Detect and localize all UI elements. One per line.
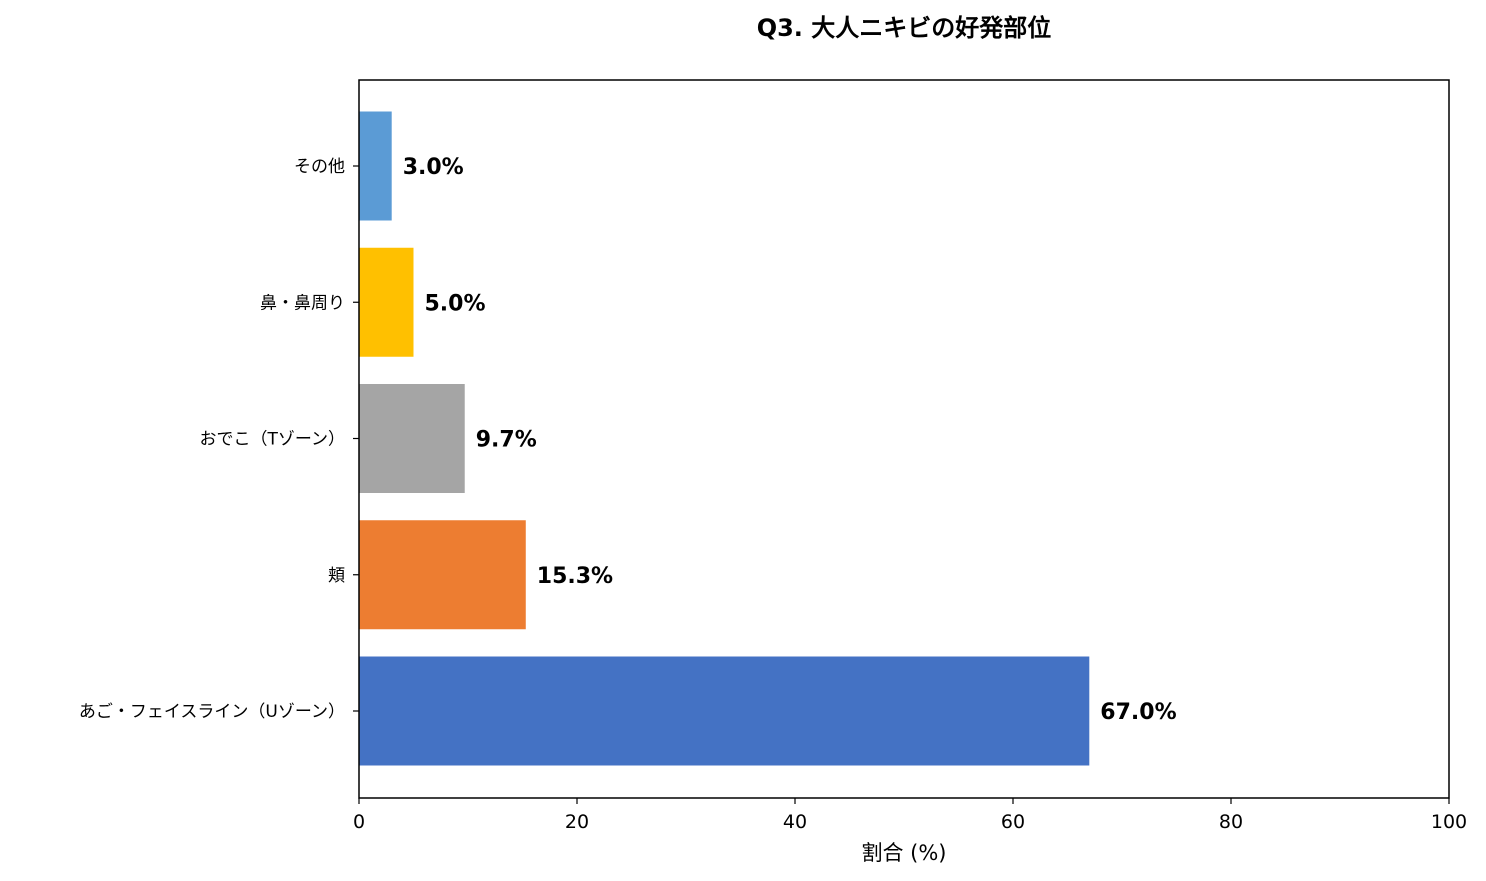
x-axis-label: 割合 (%) [861, 841, 946, 865]
x-tick-label: 40 [783, 811, 807, 833]
x-tick-label: 0 [353, 811, 365, 833]
axes-layer: あご・フェイスライン（Uゾーン） 頬 おでこ（Tゾーン） 鼻・鼻周り その他 0 20 40 6… [79, 157, 1467, 833]
data-label: 5.0% [425, 291, 486, 316]
x-tick-label: 100 [1431, 811, 1467, 833]
plot-frame [358, 79, 1450, 799]
data-label: 15.3% [537, 564, 613, 589]
bar [359, 656, 1090, 766]
bars-layer: 67.0% 15.3% 9.7% 5.0% 3.0% [359, 111, 1177, 766]
x-tick-label: 20 [565, 811, 589, 833]
bar [359, 520, 526, 630]
bar [359, 384, 465, 493]
bar [359, 111, 392, 221]
chart-title: Q3. 大人ニキビの好発部位 [757, 14, 1052, 42]
category-label: 鼻・鼻周り [260, 293, 345, 313]
category-label: あご・フェイスライン（Uゾーン） [79, 702, 345, 722]
data-label: 3.0% [403, 155, 464, 180]
category-label: おでこ（Tゾーン） [199, 430, 345, 450]
category-label: 頬 [328, 566, 345, 586]
data-label: 9.7% [476, 428, 537, 453]
bar [359, 247, 414, 357]
x-tick-label: 60 [1001, 811, 1025, 833]
x-tick-label: 80 [1219, 811, 1243, 833]
data-label: 67.0% [1100, 700, 1176, 725]
category-label: その他 [294, 157, 345, 177]
